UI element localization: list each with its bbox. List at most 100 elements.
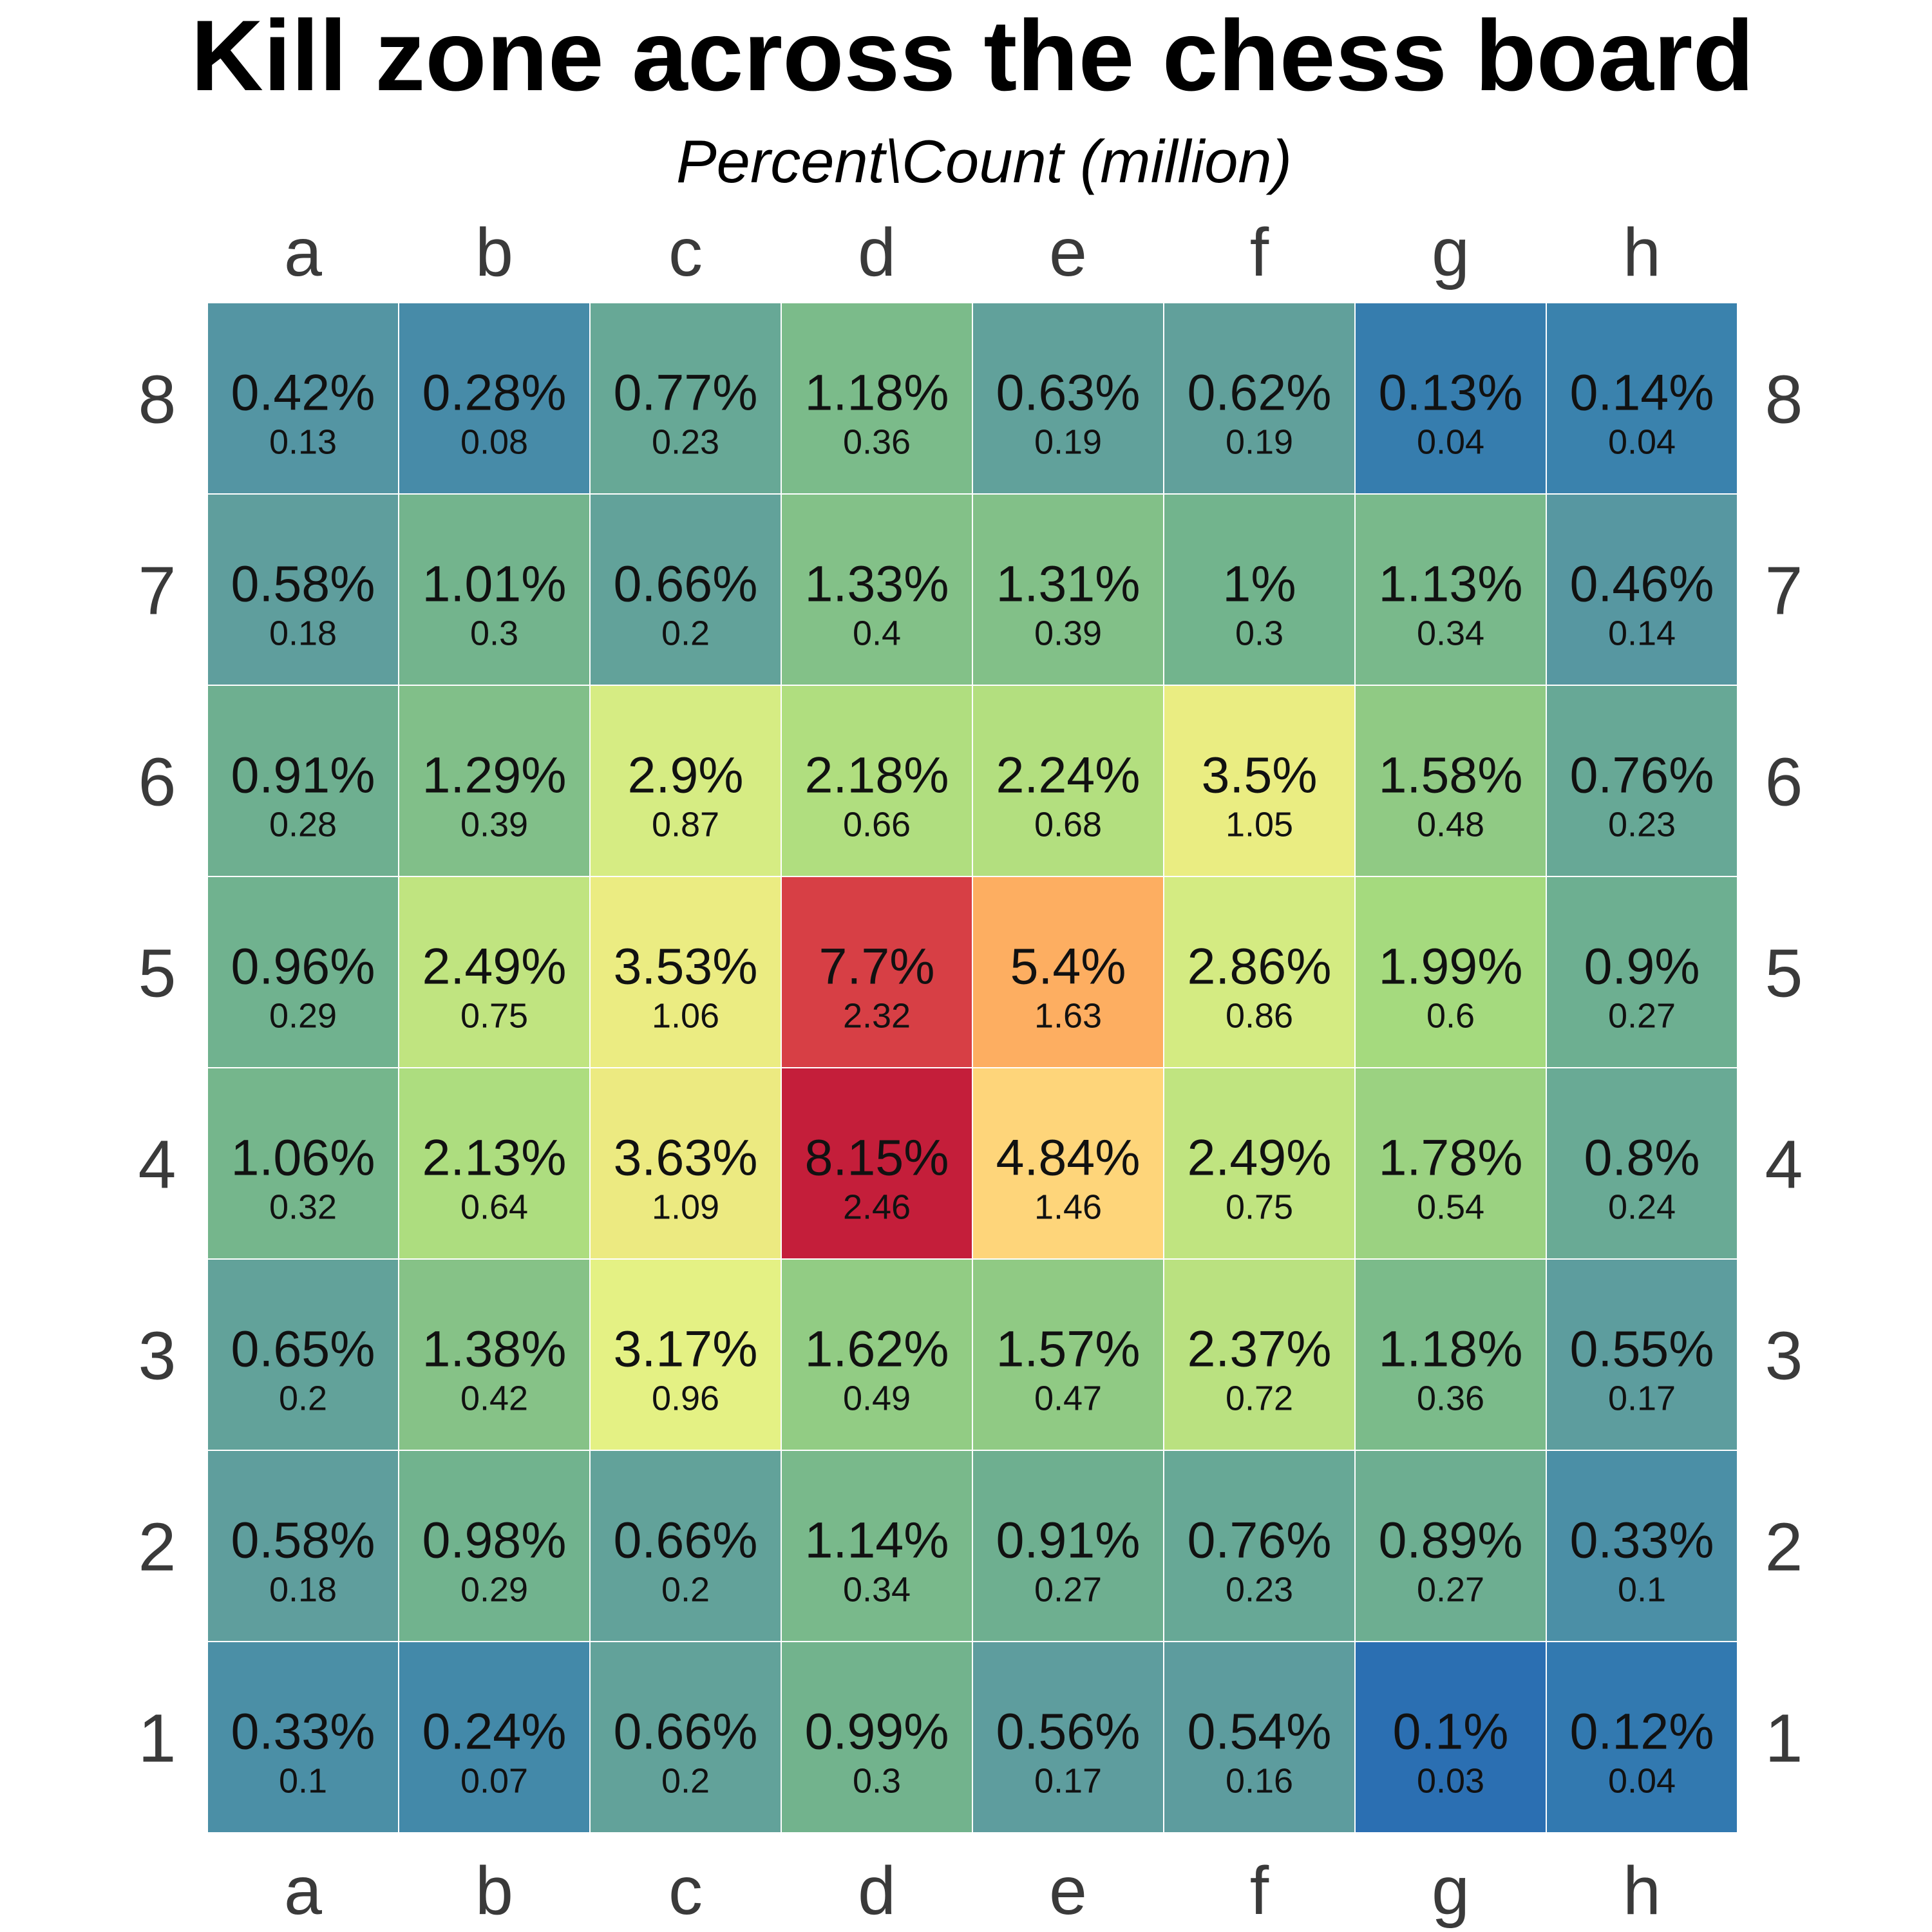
cell-count-label-a3: 0.2 [279, 1379, 327, 1418]
rank-label-right-3: 3 [1765, 1318, 1803, 1394]
cell-percent-label-d1: 0.99% [804, 1703, 949, 1760]
file-label-bottom-b: b [475, 1853, 513, 1929]
cell-percent-label-f6: 3.5% [1201, 746, 1317, 804]
cell-h3 [1546, 1258, 1738, 1451]
cell-count-label-g8: 0.04 [1417, 423, 1484, 462]
cell-f7 [1163, 493, 1356, 686]
cell-count-label-a1: 0.1 [279, 1762, 327, 1801]
cell-b8 [398, 302, 591, 495]
cell-percent-label-h5: 0.9% [1584, 938, 1700, 995]
file-label-bottom-d: d [858, 1853, 896, 1929]
cell-h4 [1546, 1067, 1738, 1260]
cell-count-label-h3: 0.17 [1608, 1379, 1676, 1418]
cell-c8 [589, 302, 782, 495]
cell-f3 [1163, 1258, 1356, 1451]
file-label-bottom-g: g [1432, 1853, 1470, 1929]
cell-g5 [1354, 876, 1547, 1068]
cell-e1 [972, 1641, 1164, 1833]
cell-percent-label-e3: 1.57% [996, 1320, 1140, 1378]
cell-count-label-f3: 0.72 [1226, 1379, 1293, 1418]
cell-g1 [1354, 1641, 1547, 1833]
cell-d8 [781, 302, 973, 495]
rank-label-left-4: 4 [138, 1127, 176, 1203]
cell-percent-label-a6: 0.91% [231, 746, 375, 804]
cell-percent-label-f1: 0.54% [1187, 1703, 1331, 1760]
cell-b3 [398, 1258, 591, 1451]
cell-count-label-d4: 2.46 [843, 1188, 911, 1227]
file-label-bottom-a: a [284, 1853, 322, 1929]
cell-count-label-g2: 0.27 [1417, 1571, 1484, 1609]
cell-count-label-f7: 0.3 [1235, 614, 1283, 653]
cell-g2 [1354, 1450, 1547, 1642]
cell-e5 [972, 876, 1164, 1068]
cell-b1 [398, 1641, 591, 1833]
cell-percent-label-e4: 4.84% [996, 1129, 1140, 1186]
cell-percent-label-c5: 3.53% [613, 938, 757, 995]
cell-count-label-e8: 0.19 [1034, 423, 1102, 462]
cell-percent-label-b3: 1.38% [422, 1320, 566, 1378]
cell-percent-label-a1: 0.33% [231, 1703, 375, 1760]
cell-percent-label-b6: 1.29% [422, 746, 566, 804]
cell-percent-label-g3: 1.18% [1378, 1320, 1522, 1378]
cell-d1 [781, 1641, 973, 1833]
file-label-bottom-e: e [1049, 1853, 1087, 1929]
cell-e4 [972, 1067, 1164, 1260]
cell-count-label-e1: 0.17 [1034, 1762, 1102, 1801]
cell-count-label-b8: 0.08 [460, 423, 528, 462]
cell-percent-label-b8: 0.28% [422, 364, 566, 421]
cell-count-label-e3: 0.47 [1034, 1379, 1102, 1418]
rank-label-left-2: 2 [138, 1510, 176, 1586]
cell-e2 [972, 1450, 1164, 1642]
cell-percent-label-d8: 1.18% [804, 364, 949, 421]
cell-percent-label-c6: 2.9% [627, 746, 743, 804]
cell-percent-label-a4: 1.06% [231, 1129, 375, 1186]
cell-count-label-h6: 0.23 [1608, 806, 1676, 844]
cell-count-label-b7: 0.3 [470, 614, 518, 653]
cell-f6 [1163, 685, 1356, 877]
cell-count-label-a2: 0.18 [269, 1571, 337, 1609]
cell-percent-label-f4: 2.49% [1187, 1129, 1331, 1186]
cell-count-label-c7: 0.2 [661, 614, 710, 653]
cell-percent-label-g5: 1.99% [1378, 938, 1522, 995]
cell-percent-label-d5: 7.7% [819, 938, 934, 995]
rank-label-right-6: 6 [1765, 744, 1803, 820]
cell-count-label-e2: 0.27 [1034, 1571, 1102, 1609]
cell-percent-label-a7: 0.58% [231, 555, 375, 612]
cell-count-label-f5: 0.86 [1226, 997, 1293, 1036]
cell-percent-label-a5: 0.96% [231, 938, 375, 995]
cell-percent-label-b7: 1.01% [422, 555, 566, 612]
cell-f8 [1163, 302, 1356, 495]
cell-percent-label-e5: 5.4% [1010, 938, 1126, 995]
cell-percent-label-b4: 2.13% [422, 1129, 566, 1186]
cell-count-label-h1: 0.04 [1608, 1762, 1676, 1801]
file-label-bottom-c: c [668, 1853, 703, 1929]
cell-count-label-c6: 0.87 [652, 806, 719, 844]
cell-percent-label-c1: 0.66% [613, 1703, 757, 1760]
cell-f1 [1163, 1641, 1356, 1833]
cell-percent-label-e1: 0.56% [996, 1703, 1140, 1760]
file-label-bottom-f: f [1250, 1853, 1269, 1929]
cell-count-label-d8: 0.36 [843, 423, 911, 462]
cell-percent-label-f7: 1% [1222, 555, 1296, 612]
cell-c5 [589, 876, 782, 1068]
cell-percent-label-h6: 0.76% [1569, 746, 1714, 804]
cell-count-label-e4: 1.46 [1034, 1188, 1102, 1227]
file-label-top-c: c [668, 214, 703, 290]
cell-percent-label-h1: 0.12% [1569, 1703, 1714, 1760]
cell-e7 [972, 493, 1164, 686]
cell-count-label-g1: 0.03 [1417, 1762, 1484, 1801]
cell-count-label-d6: 0.66 [843, 806, 911, 844]
file-label-top-a: a [284, 214, 322, 290]
cell-count-label-g5: 0.6 [1426, 997, 1475, 1036]
cell-percent-label-g6: 1.58% [1378, 746, 1522, 804]
cell-percent-label-h7: 0.46% [1569, 555, 1714, 612]
rank-label-right-8: 8 [1765, 362, 1803, 438]
cell-count-label-f1: 0.16 [1226, 1762, 1293, 1801]
cell-count-label-c1: 0.2 [661, 1762, 710, 1801]
cell-percent-label-f8: 0.62% [1187, 364, 1331, 421]
rank-label-left-7: 7 [138, 553, 176, 629]
cell-h8 [1546, 302, 1738, 495]
cell-percent-label-h3: 0.55% [1569, 1320, 1714, 1378]
file-label-top-g: g [1432, 214, 1470, 290]
cell-percent-label-h4: 0.8% [1584, 1129, 1700, 1186]
